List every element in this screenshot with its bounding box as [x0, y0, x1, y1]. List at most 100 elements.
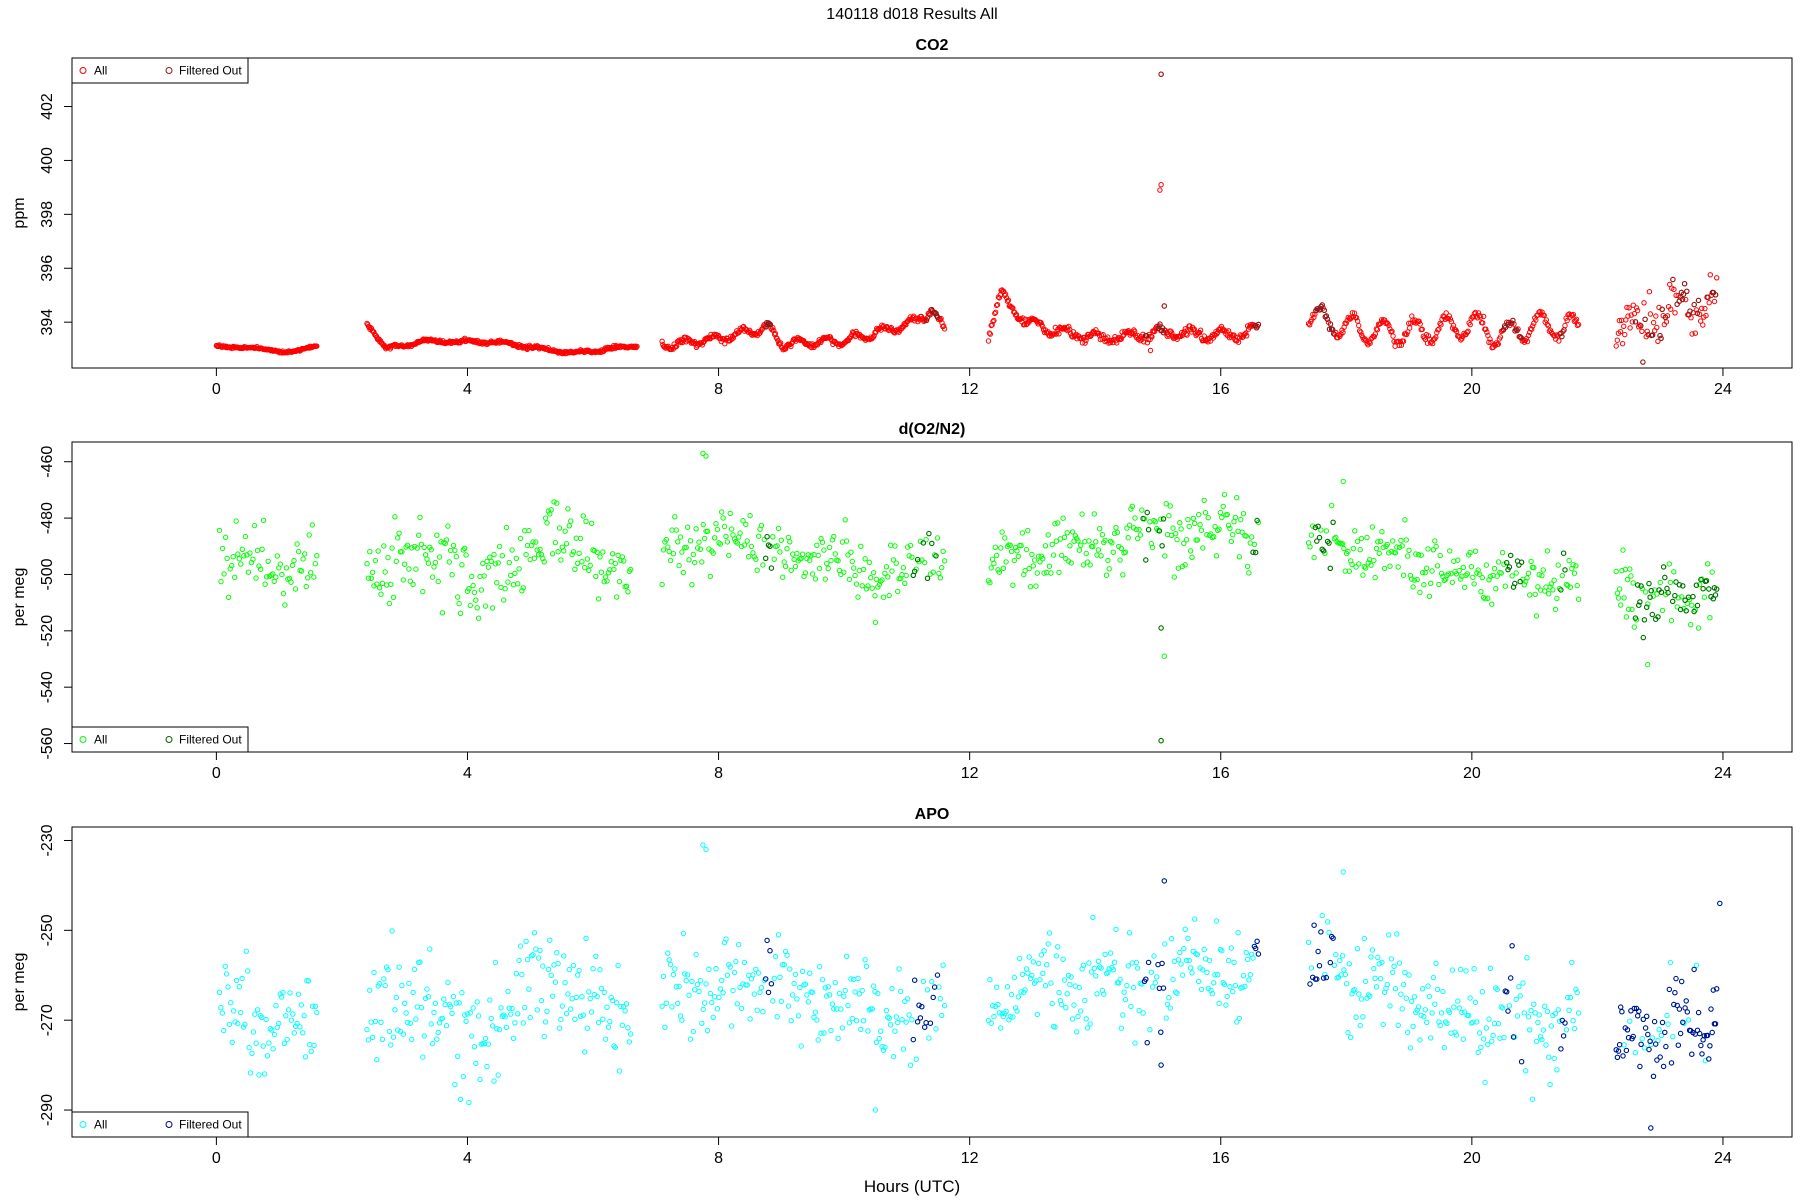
data-point: [1432, 538, 1438, 544]
data-point: [1426, 993, 1433, 1000]
data-point: [556, 1025, 563, 1031]
data-point: [402, 1000, 408, 1006]
data-point: [1619, 341, 1626, 347]
filtered-point: [1698, 576, 1704, 583]
data-point: [1023, 546, 1030, 553]
data-point: [1147, 1027, 1153, 1033]
data-point: [1481, 313, 1487, 320]
data-point: [463, 1018, 469, 1024]
filtered-point: [1717, 900, 1723, 907]
data-point: [1083, 337, 1089, 344]
legend: All Filtered Out: [71, 1111, 249, 1138]
legend-label-all: All: [94, 733, 107, 747]
data-point: [1524, 955, 1530, 961]
data-point: [1213, 918, 1220, 924]
data-point: [1041, 948, 1047, 954]
data-point: [737, 984, 743, 991]
filtered-point: [1144, 1040, 1150, 1046]
data-point: [1670, 1034, 1676, 1040]
data-point: [1037, 559, 1043, 565]
data-point: [312, 561, 318, 567]
data-point: [1185, 935, 1191, 941]
data-point: [471, 1044, 478, 1050]
data-point: [1475, 310, 1482, 316]
filtered-point: [1314, 976, 1320, 982]
data-point: [418, 541, 425, 547]
data-point: [372, 1018, 379, 1025]
data-point: [1621, 595, 1627, 601]
filtered-point: [1161, 303, 1168, 309]
data-point: [1540, 567, 1547, 573]
data-point: [713, 966, 719, 972]
filtered-point: [1645, 1031, 1651, 1038]
data-point: [1117, 976, 1123, 983]
data-point: [926, 1035, 932, 1041]
data-point: [516, 566, 522, 572]
data-point: [281, 1040, 288, 1047]
filtered-point: [1709, 1029, 1715, 1036]
filtered-point: [1658, 335, 1664, 341]
data-point: [448, 1003, 454, 1010]
data-point: [1246, 570, 1252, 576]
data-point: [1390, 333, 1396, 339]
data-point: [265, 558, 271, 564]
filtered-point: [1675, 1042, 1682, 1048]
data-point: [582, 564, 588, 571]
data-point: [1221, 981, 1228, 987]
filtered-point: [1615, 1048, 1622, 1054]
data-point: [1064, 991, 1070, 997]
data-point: [530, 952, 536, 958]
data-point: [744, 538, 750, 544]
data-point: [1410, 1023, 1416, 1030]
data-point: [614, 594, 620, 600]
filtered-point: [1683, 998, 1689, 1004]
data-point: [1235, 930, 1241, 936]
data-point: [1525, 332, 1532, 339]
data-point: [1056, 989, 1062, 996]
data-point: [1548, 581, 1555, 587]
data-point: [1396, 544, 1403, 551]
data-point: [733, 958, 739, 965]
data-point: [1394, 931, 1400, 937]
data-point: [473, 1060, 479, 1067]
data-point: [311, 574, 317, 580]
data-point: [876, 1035, 882, 1042]
data-point: [1170, 976, 1176, 983]
data-point: [1114, 336, 1121, 342]
filtered-point: [1156, 528, 1163, 534]
data-point: [1613, 343, 1619, 349]
data-point: [832, 551, 838, 557]
data-point: [609, 551, 616, 557]
data-point: [679, 549, 685, 555]
data-point: [876, 581, 882, 588]
data-point: [785, 1003, 792, 1009]
data-point: [1438, 570, 1445, 577]
data-point: [1048, 980, 1054, 986]
x-tick-label: 8: [714, 765, 723, 782]
data-point: [1394, 544, 1400, 550]
data-point: [519, 588, 525, 594]
data-point: [267, 1026, 273, 1032]
data-point: [429, 574, 436, 580]
data-point: [1040, 324, 1046, 330]
data-point: [240, 1024, 247, 1030]
data-point: [1623, 317, 1629, 323]
data-point: [1196, 511, 1202, 518]
data-point: [1644, 661, 1651, 668]
data-point: [1361, 935, 1368, 942]
data-point: [247, 550, 253, 556]
data-point: [1026, 565, 1032, 572]
data-point: [1367, 993, 1373, 999]
x-tick-label: 24: [1714, 381, 1732, 398]
data-point: [1208, 987, 1214, 994]
data-point: [1554, 595, 1560, 602]
filtered-point: [767, 543, 773, 549]
data-point: [482, 603, 489, 609]
data-point: [588, 520, 595, 526]
data-point: [1040, 556, 1046, 562]
filtered-point: [1680, 291, 1687, 297]
data-point: [1240, 973, 1247, 979]
data-point: [878, 578, 884, 585]
data-point: [1358, 535, 1365, 542]
filtered-point: [1558, 587, 1564, 593]
